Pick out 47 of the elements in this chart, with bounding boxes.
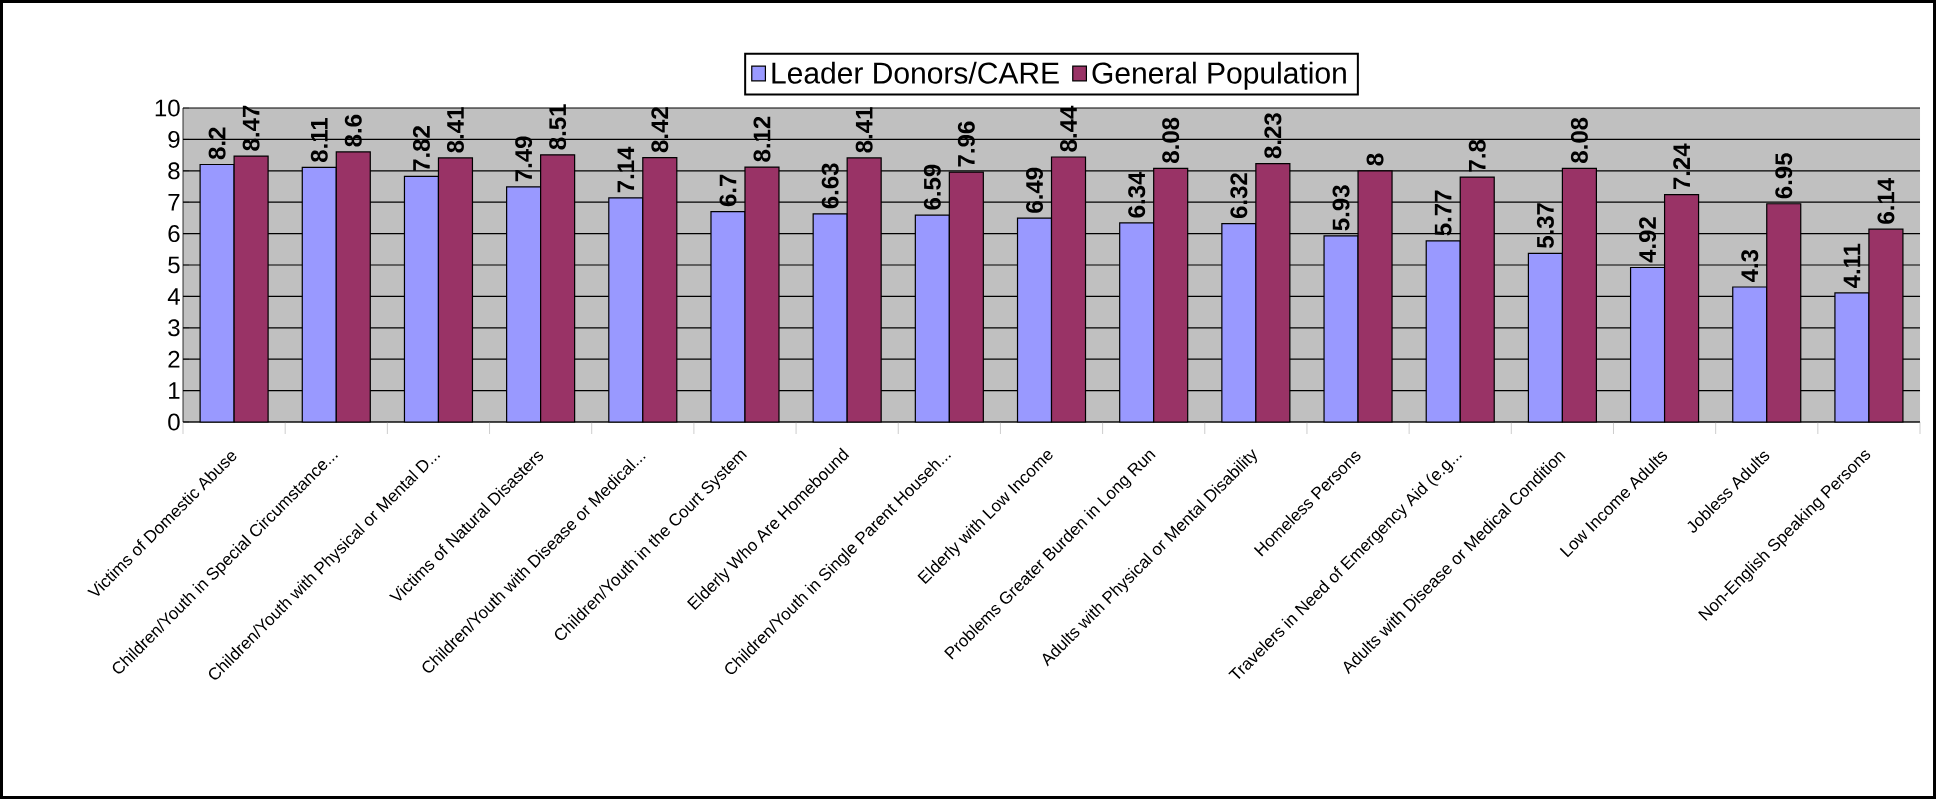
data-label: 8.44: [1060, 105, 1077, 152]
data-label: 8.41: [855, 107, 873, 153]
y-tick-label: 7: [168, 193, 180, 211]
data-label: 6.95: [1775, 153, 1793, 199]
data-label: 8.6: [344, 114, 362, 147]
y-tick-label: 5: [168, 256, 180, 274]
data-label: 5.77: [1434, 190, 1452, 236]
data-label: 4.92: [1639, 217, 1657, 263]
y-tick-label: 6: [168, 225, 180, 243]
data-label: 6.59: [923, 164, 941, 210]
data-label: 8.11: [310, 118, 328, 162]
data-label: 7.96: [957, 121, 975, 167]
data-label: 8: [1366, 153, 1384, 166]
y-tick-label: 8: [168, 162, 180, 180]
data-label: 8.51: [549, 104, 567, 150]
data-label: 6.63: [821, 163, 839, 209]
y-tick-label: 9: [168, 130, 180, 148]
data-label: 7.14: [617, 146, 635, 193]
data-label: 8.08: [1162, 117, 1180, 163]
data-label: 7.49: [515, 136, 533, 182]
data-label: 7.8: [1468, 139, 1486, 172]
data-label: 6.49: [1026, 167, 1043, 213]
data-label: 6.7: [719, 174, 737, 207]
data-label: 6.34: [1128, 171, 1146, 218]
y-tick-label: 0: [168, 413, 180, 431]
legend-label: Leader Donors/CARE: [772, 61, 1059, 84]
data-label: 7.82: [412, 126, 430, 171]
data-label: 8.2: [208, 127, 226, 160]
data-label: 8.08: [1570, 117, 1588, 163]
data-label: 4.3: [1741, 249, 1759, 282]
data-label: 8.47: [242, 105, 260, 151]
legend-label: General Population: [1092, 61, 1346, 90]
y-tick-label: 10: [155, 99, 180, 117]
y-tick-label: 2: [168, 350, 180, 368]
data-label: 8.41: [446, 107, 464, 153]
data-label: 6.32: [1230, 173, 1248, 219]
data-label: 8.12: [753, 116, 771, 162]
data-label: 8.42: [651, 107, 669, 153]
data-label: 7.24: [1673, 143, 1690, 190]
data-label: 4.11: [1843, 243, 1861, 288]
y-tick-label: 1: [169, 382, 180, 399]
data-label: 6.14: [1877, 178, 1895, 224]
data-label: 8.23: [1264, 113, 1282, 159]
data-label: 5.37: [1536, 203, 1554, 249]
data-label: 5.93: [1332, 185, 1350, 231]
y-tick-label: 4: [167, 288, 180, 305]
y-tick-label: 3: [168, 319, 180, 337]
